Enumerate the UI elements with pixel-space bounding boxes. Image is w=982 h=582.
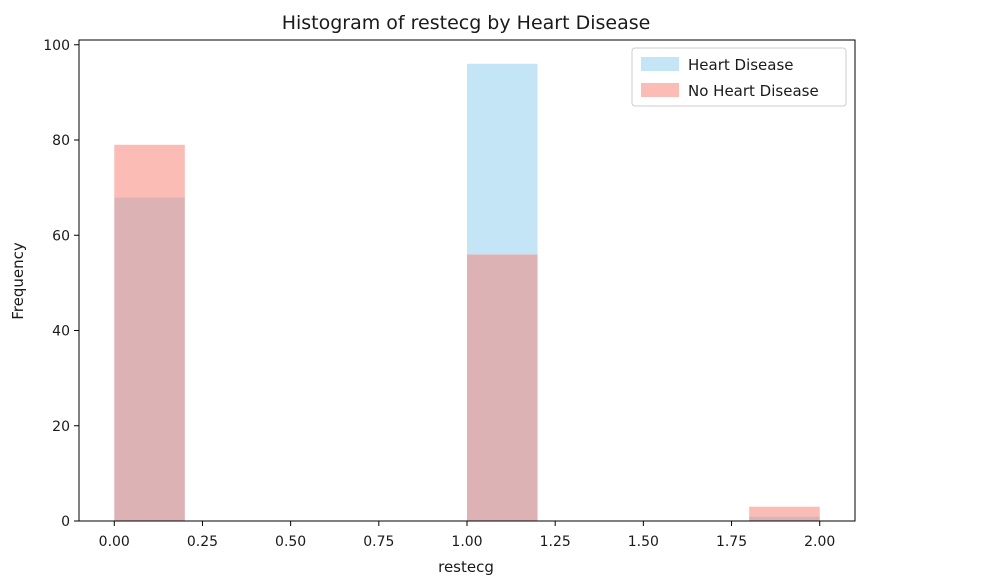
legend-label: No Heart Disease (688, 82, 819, 100)
x-tick-label: 1.75 (716, 534, 747, 550)
y-tick-label: 80 (52, 133, 70, 149)
x-axis-ticks: 0.00 0.25 0.50 0.75 1.00 1.25 1.50 1.75 2.00 (99, 521, 835, 550)
legend-swatch (641, 57, 679, 71)
y-tick-label: 0 (61, 514, 70, 530)
y-tick-label: 60 (52, 228, 70, 244)
bar-bin-5-heart-disease (467, 63, 538, 255)
x-tick-label: 0.25 (187, 534, 218, 550)
x-tick-label: 1.50 (628, 534, 659, 550)
legend: Heart Disease No Heart Disease (631, 47, 847, 107)
y-axis-label: Frequency (9, 242, 27, 320)
y-tick-label: 40 (52, 324, 70, 340)
x-tick-label: 1.00 (451, 534, 482, 550)
bar-bin-0-no-heart-disease (114, 144, 185, 198)
x-axis-label: restecg (438, 558, 494, 576)
legend-box (631, 47, 847, 107)
y-axis-ticks: 0 20 40 60 80 100 (43, 38, 79, 530)
x-tick-label: 1.25 (540, 534, 571, 550)
bars-layer (114, 63, 820, 521)
y-tick-label: 20 (52, 419, 70, 435)
bar-overlap-bin-5 (467, 254, 538, 521)
x-tick-label: 0.00 (99, 534, 130, 550)
bar-overlap-bin-0 (114, 197, 185, 521)
x-tick-label: 0.50 (275, 534, 306, 550)
chart-title: Histogram of restecg by Heart Disease (282, 12, 651, 34)
bar-overlap-bin-9 (749, 516, 820, 521)
bar-bin-9-no-heart-disease (749, 506, 820, 517)
legend-swatch (641, 83, 679, 97)
x-tick-label: 2.00 (804, 534, 835, 550)
legend-label: Heart Disease (688, 56, 794, 74)
y-tick-label: 100 (43, 38, 70, 54)
x-tick-label: 0.75 (363, 534, 394, 550)
